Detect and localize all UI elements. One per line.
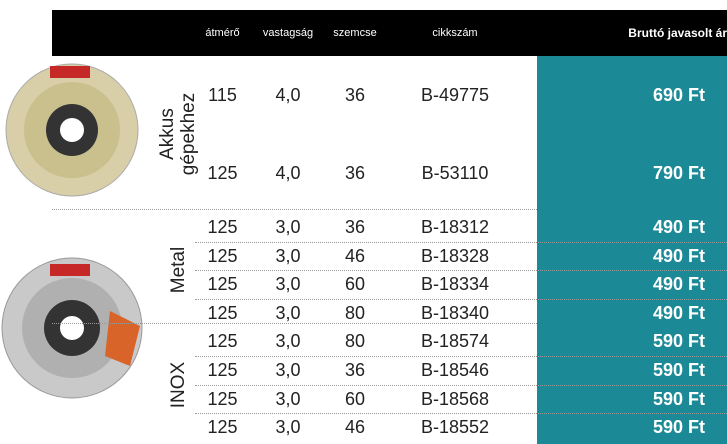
group-label: Metal (156, 213, 200, 327)
cell: B-18334 (400, 270, 510, 299)
cell: 125 (195, 134, 250, 212)
product-images (0, 56, 150, 444)
cell: 46 (327, 242, 383, 271)
price: 790 Ft (537, 134, 705, 212)
cell: 125 (195, 385, 250, 414)
cell: 36 (327, 134, 383, 212)
cell: 3,0 (255, 385, 321, 414)
price: 490 Ft (537, 213, 705, 242)
cell: 125 (195, 242, 250, 271)
cell: 3,0 (255, 327, 321, 356)
cell: 125 (195, 356, 250, 385)
cell: B-18568 (400, 385, 510, 414)
cell: 36 (327, 56, 383, 134)
cell: B-18328 (400, 242, 510, 271)
price: 590 Ft (537, 385, 705, 414)
cell: 125 (195, 413, 250, 442)
group-separator (52, 323, 537, 324)
group-label-line: Metal (167, 213, 188, 327)
cell: B-49775 (400, 56, 510, 134)
cell: 3,0 (255, 356, 321, 385)
cell: B-18546 (400, 356, 510, 385)
price: 490 Ft (537, 299, 705, 328)
cell: 36 (327, 213, 383, 242)
group-label-line: INOX (167, 327, 188, 441)
disc-image (6, 64, 138, 196)
cell: B-18312 (400, 213, 510, 242)
cell: 60 (327, 385, 383, 414)
cell: 4,0 (255, 134, 321, 212)
disc-image (2, 258, 142, 398)
cell: 36 (327, 356, 383, 385)
cell: B-18574 (400, 327, 510, 356)
column-header: cikkszám (400, 10, 510, 56)
cell: B-53110 (400, 134, 510, 212)
price: 590 Ft (537, 356, 705, 385)
cell: 4,0 (255, 56, 321, 134)
group-label: INOX (156, 327, 200, 441)
cell: 3,0 (255, 242, 321, 271)
price: 490 Ft (537, 270, 705, 299)
cell: 60 (327, 270, 383, 299)
cell: 80 (327, 327, 383, 356)
cell: 3,0 (255, 413, 321, 442)
column-header: átmérő (195, 10, 250, 56)
column-header: Bruttó javasolt ár (537, 10, 727, 56)
cell: B-18552 (400, 413, 510, 442)
cell: 125 (195, 327, 250, 356)
cell: 3,0 (255, 213, 321, 242)
group-separator (52, 209, 537, 210)
price: 690 Ft (537, 56, 705, 134)
price: 590 Ft (537, 327, 705, 356)
column-header: szemcse (327, 10, 383, 56)
cell: 125 (195, 270, 250, 299)
column-header: vastagság (255, 10, 321, 56)
cell: 3,0 (255, 270, 321, 299)
cell: 46 (327, 413, 383, 442)
price: 490 Ft (537, 242, 705, 271)
cell: 125 (195, 213, 250, 242)
group-label-line: gépekhez (178, 56, 199, 212)
price: 590 Ft (537, 413, 705, 442)
group-label-line: Akkus (157, 56, 178, 212)
price-table: átmérővastagságszemcse cikkszám Bruttó jav… (0, 0, 727, 444)
cell: 115 (195, 56, 250, 134)
